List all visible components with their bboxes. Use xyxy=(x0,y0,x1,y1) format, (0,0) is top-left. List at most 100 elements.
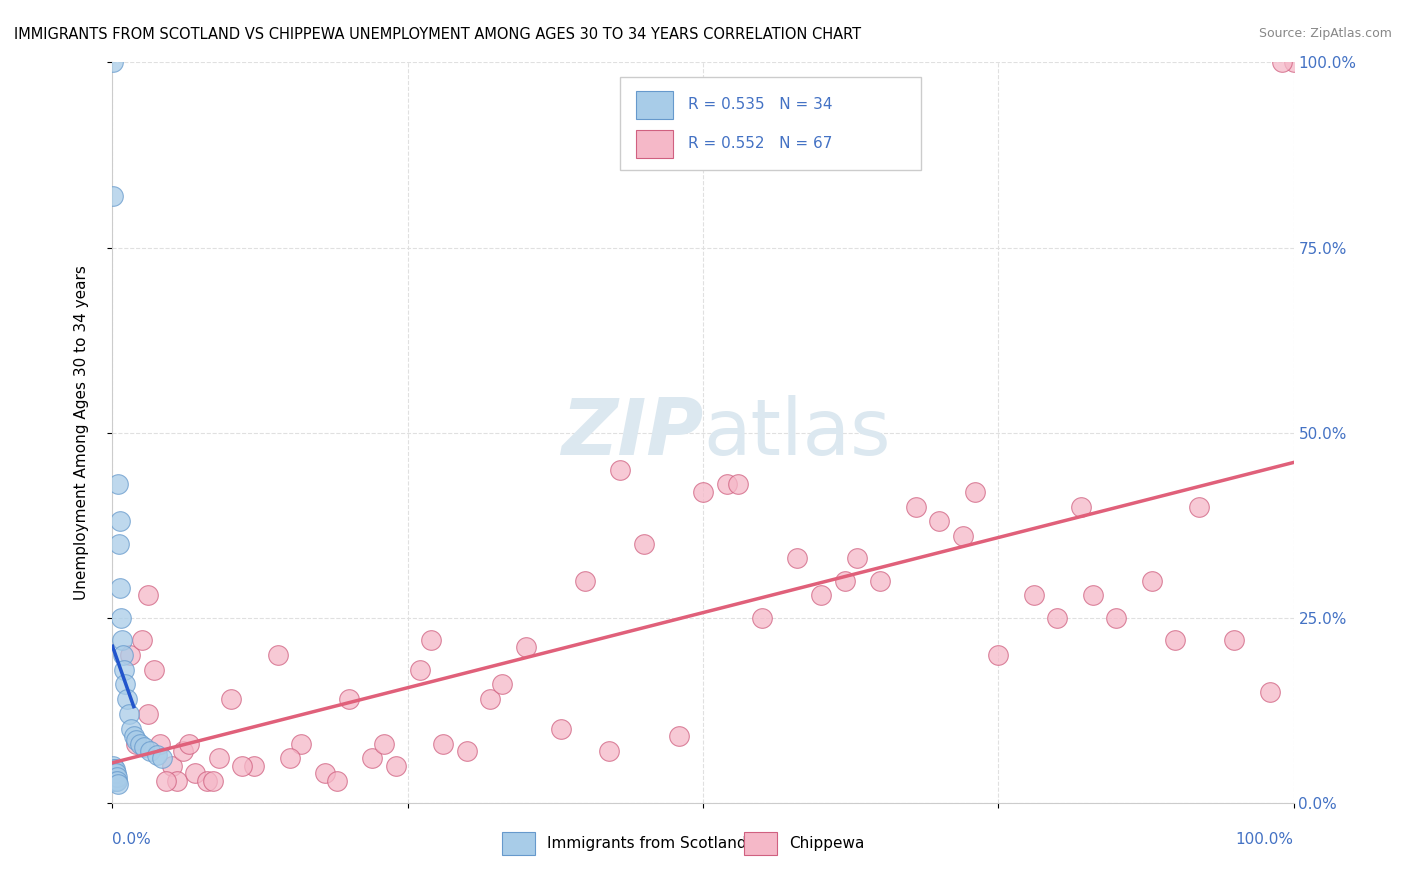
Point xyxy=(146,747,169,762)
Point xyxy=(108,536,131,550)
Point xyxy=(103,188,125,202)
Point xyxy=(361,751,384,765)
Point xyxy=(104,773,127,788)
Point xyxy=(633,536,655,550)
Point xyxy=(751,610,773,624)
Point xyxy=(278,751,301,765)
Point xyxy=(122,729,145,743)
Point xyxy=(149,737,172,751)
Text: 100.0%: 100.0% xyxy=(1236,832,1294,847)
Point xyxy=(668,729,690,743)
Point xyxy=(125,737,148,751)
Point xyxy=(1164,632,1187,647)
Point xyxy=(155,773,177,788)
Point xyxy=(131,632,153,647)
Point xyxy=(834,574,856,588)
Point xyxy=(1022,589,1045,603)
Point xyxy=(108,581,131,595)
Point xyxy=(904,500,927,514)
Point xyxy=(479,692,502,706)
FancyBboxPatch shape xyxy=(620,78,921,169)
Point xyxy=(432,737,454,751)
Point xyxy=(136,706,159,721)
Point xyxy=(1105,610,1128,624)
Point xyxy=(1188,500,1211,514)
Point xyxy=(574,574,596,588)
Point xyxy=(598,744,620,758)
Point xyxy=(1282,55,1305,70)
Point xyxy=(107,777,129,791)
Point xyxy=(104,773,127,788)
Point xyxy=(118,706,141,721)
Text: atlas: atlas xyxy=(703,394,890,471)
Point xyxy=(160,758,183,772)
Point xyxy=(326,773,349,788)
Point xyxy=(408,663,430,677)
Point xyxy=(1140,574,1163,588)
Point xyxy=(1070,500,1092,514)
Text: ZIP: ZIP xyxy=(561,394,703,471)
Point xyxy=(115,692,138,706)
Point xyxy=(104,766,127,780)
Point xyxy=(786,551,808,566)
Point xyxy=(142,663,165,677)
Point xyxy=(716,477,738,491)
Point xyxy=(337,692,360,706)
Point xyxy=(112,648,135,662)
Point xyxy=(105,770,128,784)
Point xyxy=(845,551,868,566)
Point xyxy=(104,766,127,780)
Point xyxy=(108,515,131,529)
Point xyxy=(231,758,253,772)
Point xyxy=(314,766,336,780)
Point xyxy=(373,737,395,751)
Point xyxy=(103,770,125,784)
Text: 0.0%: 0.0% xyxy=(112,832,152,847)
Point xyxy=(420,632,443,647)
Text: R = 0.552   N = 67: R = 0.552 N = 67 xyxy=(688,136,832,152)
Point xyxy=(111,632,134,647)
Point xyxy=(515,640,537,655)
Text: Source: ZipAtlas.com: Source: ZipAtlas.com xyxy=(1258,27,1392,40)
Point xyxy=(1271,55,1294,70)
Point xyxy=(928,515,950,529)
Point xyxy=(107,477,129,491)
Point xyxy=(219,692,242,706)
Point xyxy=(120,648,142,662)
Point xyxy=(550,722,572,736)
Point xyxy=(456,744,478,758)
Point xyxy=(290,737,312,751)
Text: Chippewa: Chippewa xyxy=(789,836,865,851)
Point xyxy=(1223,632,1246,647)
Point xyxy=(869,574,891,588)
FancyBboxPatch shape xyxy=(636,91,673,119)
Point xyxy=(104,763,127,777)
Point xyxy=(963,484,986,499)
Point xyxy=(692,484,714,499)
FancyBboxPatch shape xyxy=(744,832,778,855)
Point xyxy=(952,529,974,543)
Point xyxy=(1081,589,1104,603)
Point xyxy=(810,589,832,603)
Point xyxy=(114,677,136,691)
Point xyxy=(110,610,132,624)
Point xyxy=(128,737,150,751)
Point xyxy=(120,722,142,736)
Point xyxy=(134,740,156,755)
Point xyxy=(491,677,513,691)
Point xyxy=(103,758,125,772)
Text: R = 0.535   N = 34: R = 0.535 N = 34 xyxy=(688,97,832,112)
Point xyxy=(150,751,173,765)
FancyBboxPatch shape xyxy=(502,832,536,855)
Text: Immigrants from Scotland: Immigrants from Scotland xyxy=(547,836,747,851)
Point xyxy=(136,589,159,603)
Point xyxy=(201,773,224,788)
Point xyxy=(103,763,125,777)
Point xyxy=(195,773,218,788)
Text: IMMIGRANTS FROM SCOTLAND VS CHIPPEWA UNEMPLOYMENT AMONG AGES 30 TO 34 YEARS CORR: IMMIGRANTS FROM SCOTLAND VS CHIPPEWA UNE… xyxy=(14,27,862,42)
Point xyxy=(609,462,631,476)
Point xyxy=(101,55,124,70)
FancyBboxPatch shape xyxy=(636,130,673,158)
Point xyxy=(1258,685,1281,699)
Point xyxy=(105,773,128,788)
